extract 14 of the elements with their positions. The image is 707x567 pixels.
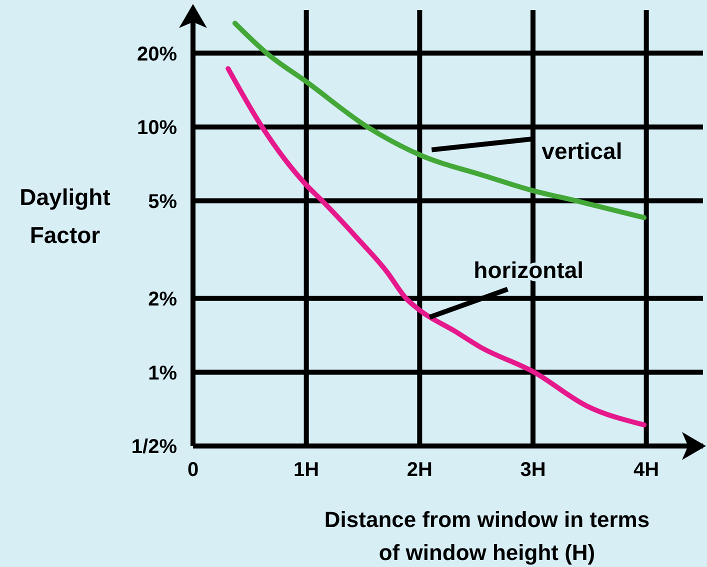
x-tick-label: 3H [520,459,546,482]
x-tick-label: 0 [187,459,199,482]
series-label: vertical [542,138,622,164]
y-tick-label: 5% [148,190,178,213]
x-tick-label: 2H [406,459,432,482]
y-tick-label: 20% [136,43,178,66]
x-tick-label: 1H [294,459,320,482]
x-tick-label: 4H [634,459,660,482]
y-axis-title: Daylight Factor [18,183,112,250]
y-tick-label: 2% [148,288,178,310]
x-axis-title: Distance from window in terms of window height (H) [323,506,651,567]
y-tick-label: 1% [148,362,178,384]
y-tick-label: 10% [136,117,178,140]
y-tick-label: 1/2% [131,436,178,458]
